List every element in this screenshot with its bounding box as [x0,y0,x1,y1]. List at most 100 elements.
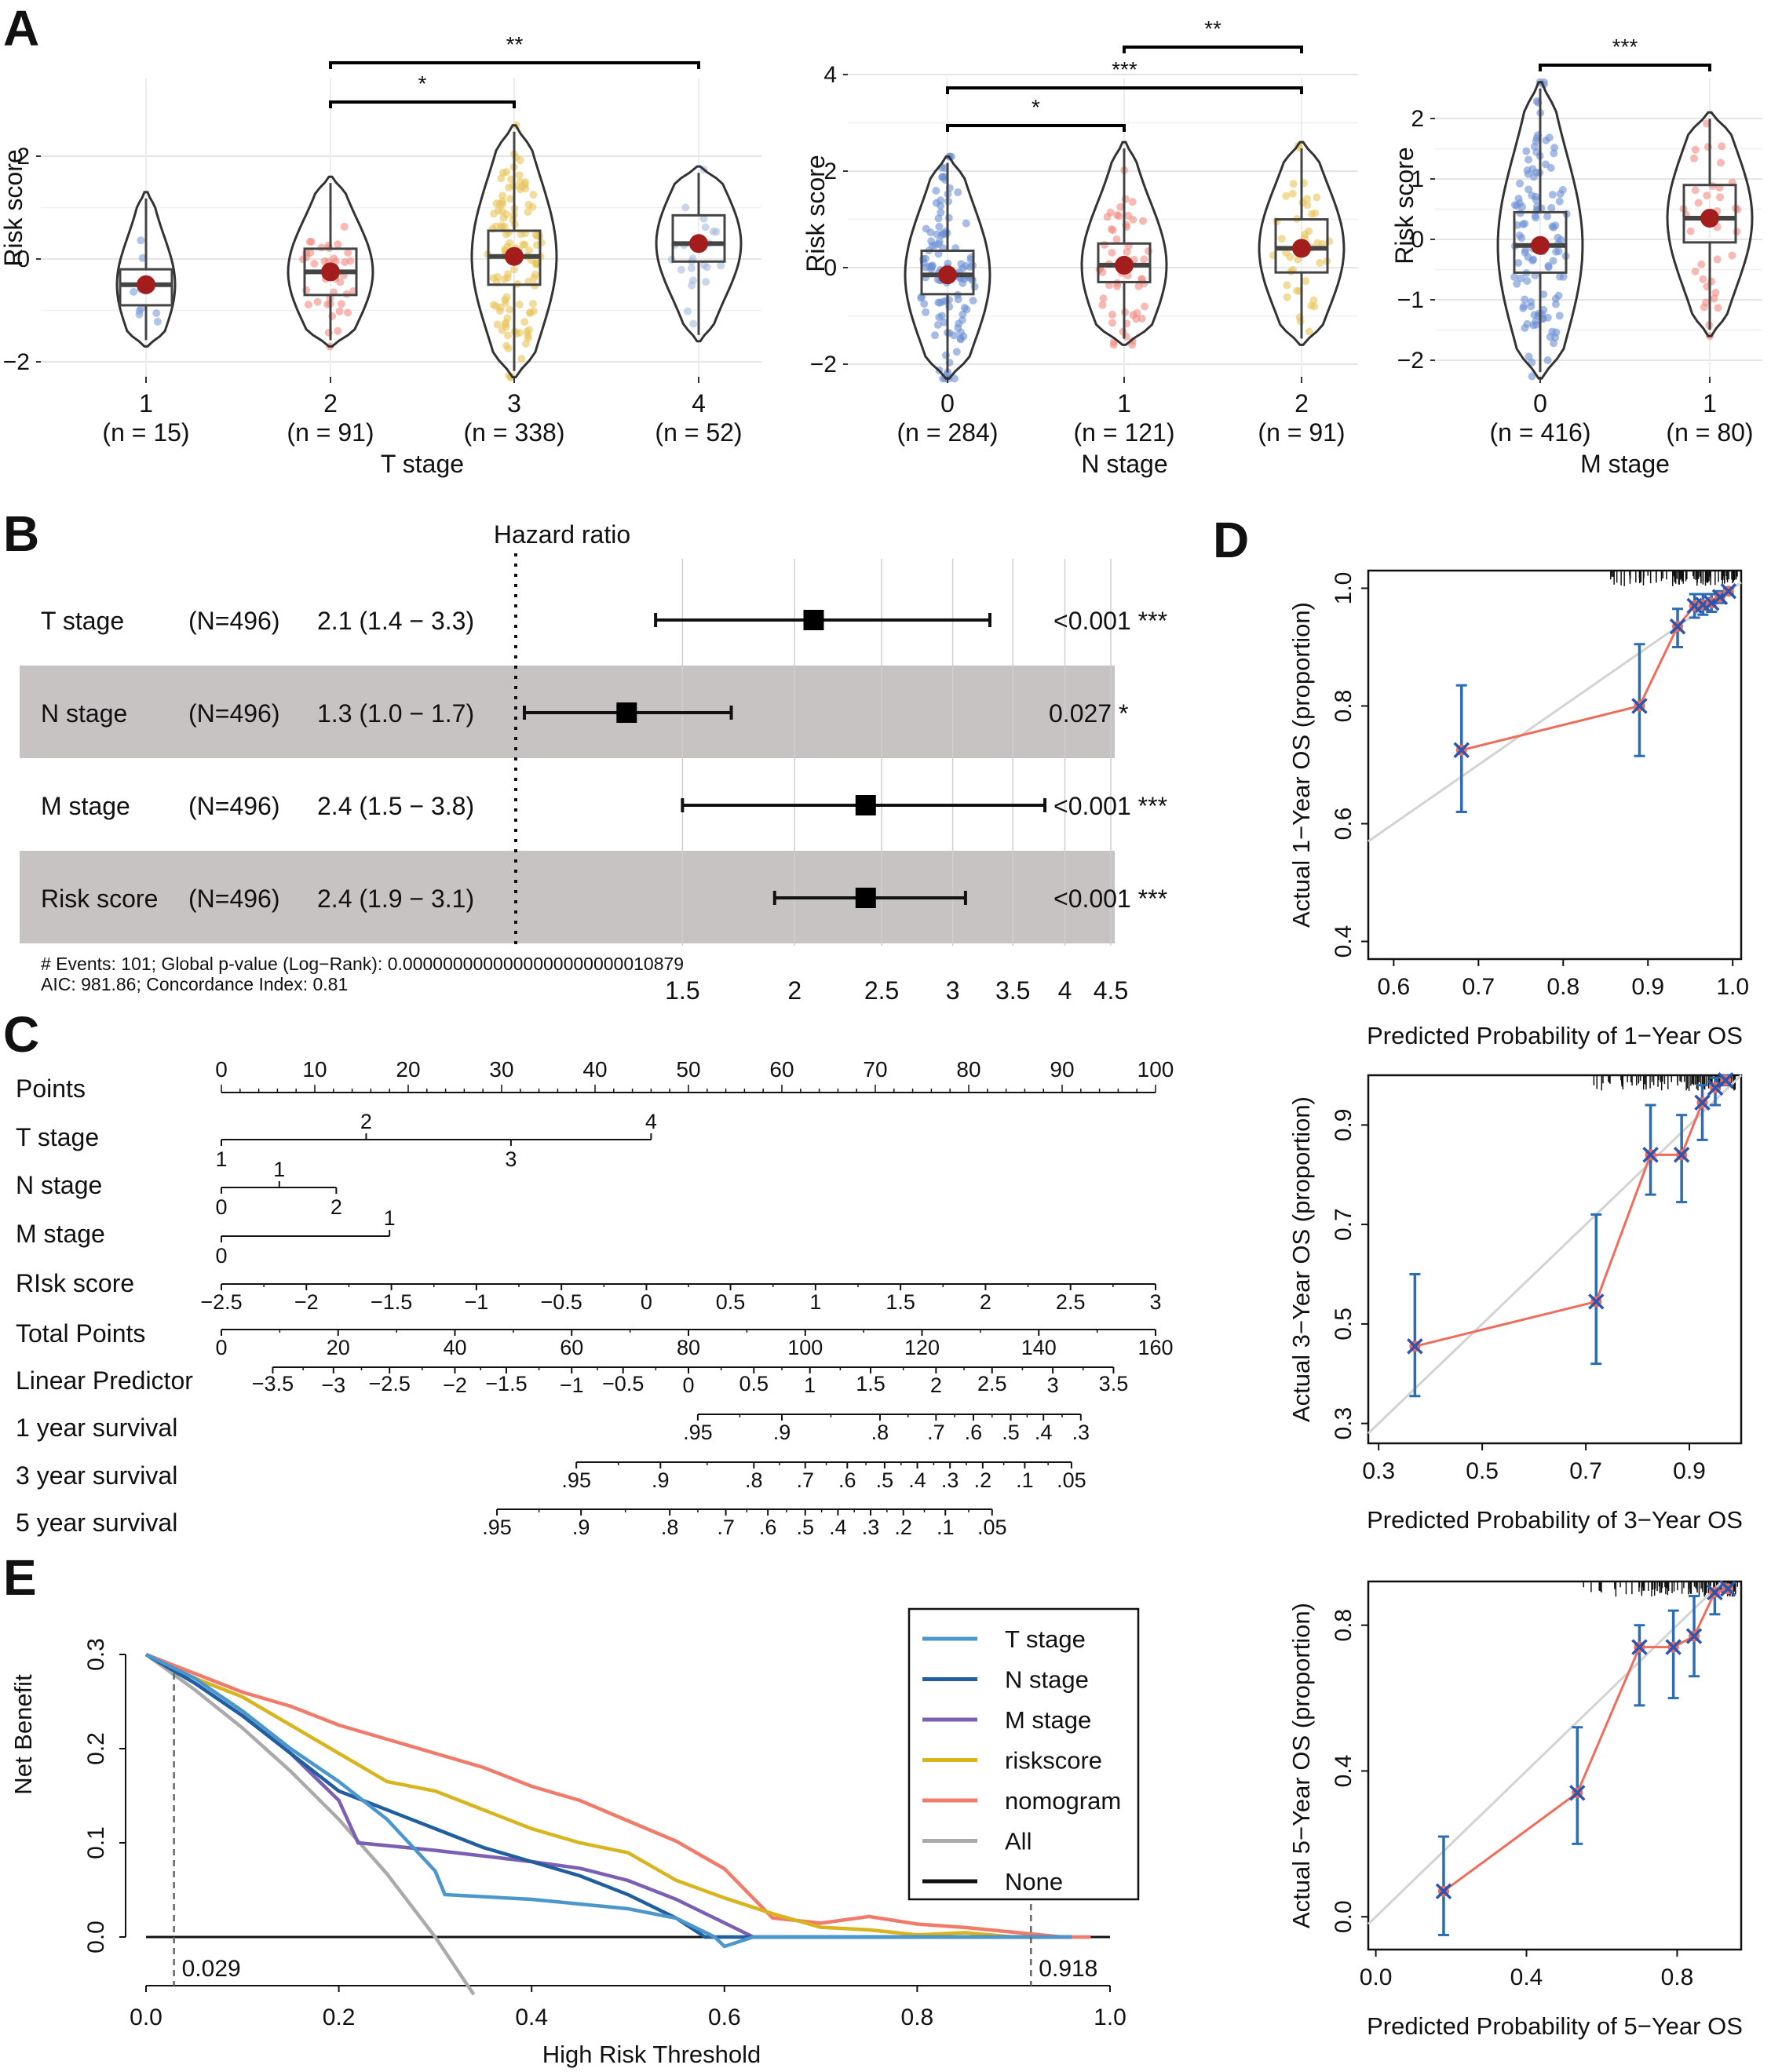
x-tick-label: 0.6 [708,2005,741,2030]
tick-label: .5 [796,1516,814,1539]
series-line-n-stage [144,1653,1072,1939]
nomogram-row: Linear Predictor −3.5 −3 −2.5 −2 −1.5 −1 −0.5 0 0… [16,1366,1128,1397]
y-tick-label: 0.3 [1331,1407,1357,1440]
data-point [516,156,524,165]
y-tick-label: 0.4 [1331,925,1357,958]
data-point [1555,312,1564,320]
tick-label: 2 [980,1290,991,1314]
data-point [1099,294,1108,303]
data-point [503,314,512,323]
significance-label: *** [1612,35,1638,59]
data-point [1543,212,1552,221]
tick-label: 1.5 [856,1372,885,1395]
hr-marker [803,610,824,630]
y-axis-label: Actual 5−Year OS (proportion) [1287,1603,1315,1928]
data-point [1728,251,1736,260]
x-tick-n-label: (n = 91) [1258,418,1345,447]
row-n: (N=496) [188,792,280,820]
row-p-value: <0.001 *** [1053,885,1167,913]
forest-x-tick-label: 1.5 [665,976,699,1005]
x-axis-label: T stage [381,450,464,478]
tick-label: .7 [717,1516,735,1539]
data-point [529,300,537,308]
nomogram-row-name: 5 year survival [16,1508,177,1537]
data-point [1128,198,1137,206]
tick-label: 3 [1047,1373,1059,1397]
forest-row-content: M stage (N=496) 2.4 (1.5 − 3.8) <0.001 *** [41,792,1167,820]
data-point [1108,310,1116,319]
mean-marker [1115,255,1134,275]
data-point [1309,296,1318,305]
data-point [1518,221,1527,228]
x-tick-label: 0.0 [1360,1964,1393,1990]
calibration-plot: 0.3 0.5 0.7 0.9 0.3 0.5 0.7 0.9 Predicted Probab… [1287,1072,1743,1534]
tick-label: .05 [1057,1468,1086,1492]
y-axis-label: Risk score [0,149,27,266]
data-point [1101,241,1108,249]
calibration-x-marker [1435,1883,1452,1899]
significance-label: * [418,71,427,96]
row-n: (N=496) [188,885,280,913]
data-point [962,261,970,270]
data-point [681,203,690,212]
tick-label: 2.5 [1056,1290,1086,1314]
tick-label: 2 [330,1195,342,1219]
tick-label: 0.5 [739,1372,769,1395]
data-point [1556,190,1565,198]
x-tick-label: 0.4 [1510,1964,1543,1990]
series-line-riskscore [145,1652,1072,1939]
significance-bracket [946,124,1126,132]
tick-label: 60 [769,1057,794,1082]
data-point [1711,288,1720,297]
mean-marker [1292,239,1311,258]
data-point [1532,97,1541,105]
data-point [1140,255,1148,264]
data-point [960,304,969,312]
nomogram-row-name: T stage [16,1123,99,1151]
data-point [1691,267,1700,275]
data-point [1554,291,1563,300]
data-point [1552,247,1561,256]
x-tick-n-label: (n = 15) [102,418,189,447]
data-point [1546,164,1555,172]
y-tick-label: 0.8 [1331,690,1357,723]
data-point [935,222,944,231]
data-point [1519,304,1528,312]
data-point [1277,235,1286,243]
violin-group: 4(n = 52) [655,165,743,447]
violin-outline [115,191,177,348]
tick-label: .3 [1072,1421,1090,1444]
panel-letter-c: C [3,1006,39,1063]
data-point [493,320,502,329]
legend-label: T stage [1005,1625,1086,1653]
tick-label: 0 [215,1195,227,1219]
y-tick-label: 2 [823,159,837,184]
data-point [510,265,518,274]
threshold-label: 0.029 [182,1956,241,1982]
data-point [505,183,513,192]
violin-group: 2(n = 91) [1258,140,1346,447]
data-point [1108,249,1116,257]
data-point [922,254,929,263]
tick-label: 1.5 [885,1290,915,1314]
tick-label: −1 [560,1373,584,1397]
data-point [931,331,939,340]
tick-label: 50 [676,1057,700,1082]
data-point [1548,191,1557,199]
tick-label: 3.5 [1099,1372,1129,1395]
data-point [1529,321,1538,330]
data-point [1137,315,1146,323]
tick-label: 60 [560,1336,583,1359]
x-tick-label: 2 [1294,389,1309,418]
tick-label: 1 [809,1290,821,1314]
legend-label: N stage [1005,1666,1089,1694]
calibration-x-marker [1407,1338,1423,1355]
plot-background [41,63,761,377]
mean-marker [1531,235,1550,255]
data-point [1555,197,1564,206]
row-n: (N=496) [188,607,280,635]
data-point [1511,201,1519,210]
series-line-all [144,1653,476,1996]
tick-label: .5 [1002,1421,1020,1444]
data-point [336,278,345,286]
